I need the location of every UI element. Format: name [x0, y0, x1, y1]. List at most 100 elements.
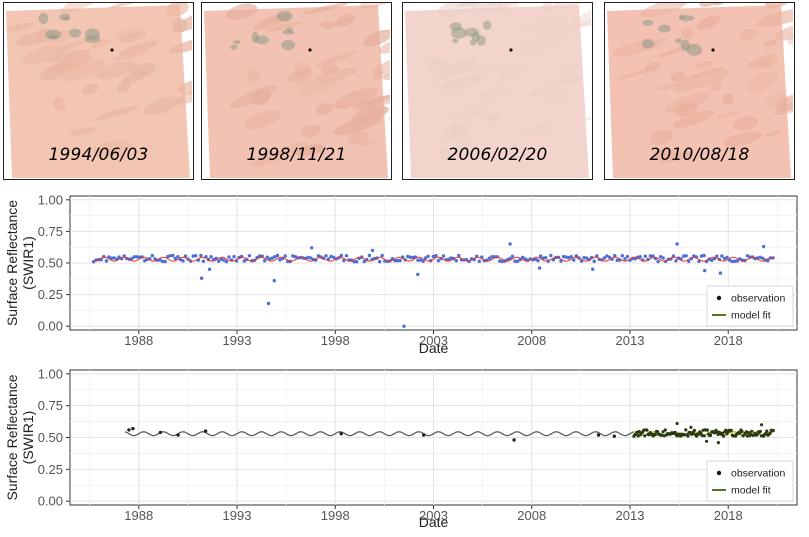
terrain-texture: [358, 94, 390, 109]
satellite-image: [202, 3, 390, 178]
observation-point: [434, 253, 438, 258]
terrain-texture: [5, 22, 34, 32]
y-axis-title: Surface Reflectance: [4, 200, 20, 326]
terrain-texture: [439, 149, 452, 161]
legend-box: [706, 460, 794, 502]
x-tick-label: 1993: [223, 508, 252, 523]
terrain-texture: [454, 63, 482, 74]
observation-point: [242, 259, 246, 263]
observation-point: [378, 260, 382, 264]
observation-point: [574, 254, 578, 258]
terrain-texture: [69, 126, 96, 136]
observation-point: [699, 254, 704, 258]
terrain-texture: [454, 140, 474, 153]
observation-point: [755, 433, 759, 437]
observation-point: [681, 254, 686, 258]
observation-point: [203, 429, 208, 433]
terrain-texture: [294, 77, 311, 85]
observation-point: [275, 253, 280, 258]
x-tick-label: 1993: [223, 333, 252, 348]
observation-point: [638, 255, 642, 259]
observation-point: [740, 429, 744, 434]
observation-point: [765, 429, 769, 433]
observation-point: [355, 260, 359, 264]
observation-point: [591, 267, 595, 271]
observation-point: [544, 256, 548, 260]
observation-point: [191, 254, 195, 258]
terrain-texture: [710, 82, 723, 91]
terrain-texture: [372, 56, 390, 75]
observation-point: [426, 254, 430, 258]
terrain-texture: [521, 30, 568, 53]
terrain-texture: [733, 116, 759, 131]
terrain-texture: [536, 27, 565, 44]
observation-point: [508, 242, 512, 246]
observation-point: [418, 258, 423, 262]
terrain-texture: [672, 110, 714, 128]
vegetation-patch: [452, 38, 459, 43]
sample-location-marker: [509, 48, 513, 52]
terrain-texture: [670, 71, 685, 82]
observation-point: [344, 254, 349, 258]
observation-point: [607, 255, 612, 259]
observation-point: [380, 253, 384, 258]
observation-point: [329, 254, 333, 259]
observation-point: [431, 254, 435, 259]
observation-point: [687, 259, 691, 264]
vegetation-patch: [482, 20, 492, 30]
terrain-texture: [177, 78, 192, 95]
observation-point: [411, 255, 415, 260]
x-tick-label: 2003: [419, 333, 448, 348]
satellite-thumbnail: 1998/11/21: [201, 2, 392, 180]
terrain-texture: [314, 67, 358, 82]
observation-point: [733, 259, 737, 263]
y-tick-label: 1.00: [38, 366, 63, 381]
observation-point: [421, 259, 425, 263]
terrain-texture: [521, 127, 546, 137]
vegetation-patch: [282, 29, 295, 35]
vegetation-patch: [232, 40, 241, 45]
terrain-texture: [484, 113, 501, 123]
terrain-texture: [723, 131, 762, 147]
chart-top: 0.00 0.25 0.50 0.75 1.00 1988 1993 1998 2003 2008…: [4, 192, 798, 356]
observation-point: [722, 256, 727, 261]
vegetation-patch: [679, 15, 695, 22]
observation-point: [661, 256, 665, 260]
observation-point: [143, 259, 147, 263]
x-tick-label: 2018: [714, 508, 743, 523]
terrain-texture: [363, 29, 390, 47]
terrain-texture: [250, 150, 289, 168]
satellite-scene: [605, 3, 793, 178]
terrain-texture: [427, 58, 445, 71]
x-tick-label: 2003: [419, 508, 448, 523]
observation-point: [131, 426, 135, 431]
x-axis-title: Date: [419, 514, 449, 530]
observation-point: [653, 432, 658, 436]
observation-point: [735, 259, 739, 263]
observation-point: [702, 434, 706, 438]
observation-point: [510, 254, 515, 258]
x-tick-label: 1998: [321, 333, 350, 348]
observation-point: [199, 253, 203, 258]
observation-point: [112, 256, 116, 260]
vegetation-patch: [464, 27, 480, 37]
terrain-texture: [175, 83, 192, 105]
vegetation-patch: [45, 29, 62, 40]
observation-point: [730, 259, 734, 264]
vegetation-patch: [449, 22, 462, 31]
observation-point: [367, 253, 372, 258]
observation-point: [402, 324, 406, 328]
observation-point: [263, 259, 267, 263]
observation-point: [207, 267, 212, 271]
terrain-texture: [774, 22, 793, 41]
terrain-texture: [585, 114, 591, 121]
observation-point: [533, 257, 538, 261]
observation-point: [273, 255, 277, 259]
terrain-texture: [772, 98, 793, 115]
y-tick-label: 0.50: [38, 430, 63, 445]
observation-point: [658, 255, 663, 259]
observation-point: [564, 255, 568, 259]
observation-point: [508, 256, 512, 261]
observation-point: [643, 434, 647, 438]
observation-point: [702, 253, 706, 258]
